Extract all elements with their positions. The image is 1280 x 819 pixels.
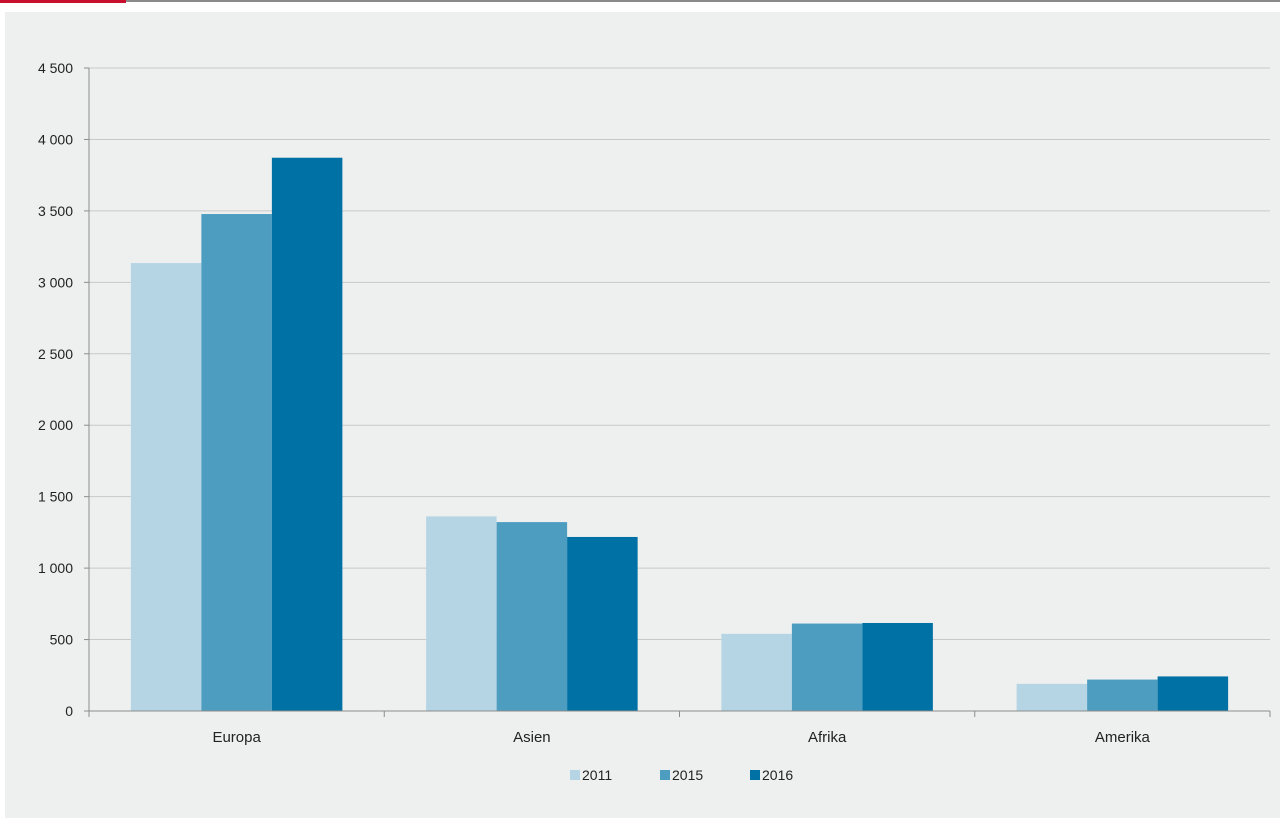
- axes: [88, 68, 1271, 717]
- legend-label: 2011: [582, 767, 612, 783]
- top-accent-bar: [0, 0, 126, 3]
- legend-label: 2015: [672, 767, 703, 783]
- bar-asien-2016: [567, 536, 638, 711]
- bar-europa-2015: [201, 214, 272, 711]
- y-tick-label: 4 500: [38, 60, 73, 76]
- y-axis-ticks: 0 500 1 000 1 500 2 000 2 500 3 000 3 500 4 000 4…: [38, 60, 89, 719]
- y-tick-label: 2 000: [38, 417, 73, 433]
- bar-amerika-2011: [1016, 683, 1088, 711]
- bar-afrika-2015: [791, 623, 863, 711]
- x-category-label: Asien: [513, 729, 551, 746]
- top-rule: [0, 0, 1280, 2]
- y-tick-label: 2 500: [38, 346, 73, 362]
- x-category-label: Amerika: [1095, 729, 1151, 746]
- y-tick-label: 500: [50, 632, 74, 648]
- bar-asien-2011: [426, 516, 497, 711]
- x-axis-categories: Europa Asien Afrika Amerika: [212, 729, 1150, 746]
- legend-label: 2016: [762, 767, 793, 783]
- y-tick-label: 0: [65, 703, 73, 719]
- x-category-label: Europa: [212, 729, 261, 746]
- y-tick-label: 3 000: [38, 274, 73, 290]
- legend-swatch-2011: [570, 770, 580, 780]
- bar-afrika-2016: [862, 622, 933, 711]
- bar-europa-2016: [271, 157, 343, 711]
- y-tick-label: 1 500: [38, 489, 73, 505]
- legend-swatch-2016: [750, 770, 760, 780]
- bar-europa-2011: [130, 263, 202, 711]
- bar-asien-2015: [496, 522, 568, 711]
- y-tick-label: 1 000: [38, 560, 73, 576]
- legend-swatch-2015: [660, 770, 670, 780]
- bar-afrika-2011: [721, 633, 792, 711]
- legend: 2011 2015 2016: [570, 767, 793, 783]
- y-tick-label: 4 000: [38, 131, 73, 147]
- x-category-label: Afrika: [808, 729, 847, 746]
- bars: [130, 157, 1229, 711]
- bar-amerika-2015: [1087, 679, 1158, 711]
- bar-amerika-2016: [1157, 676, 1229, 711]
- y-tick-label: 3 500: [38, 203, 73, 219]
